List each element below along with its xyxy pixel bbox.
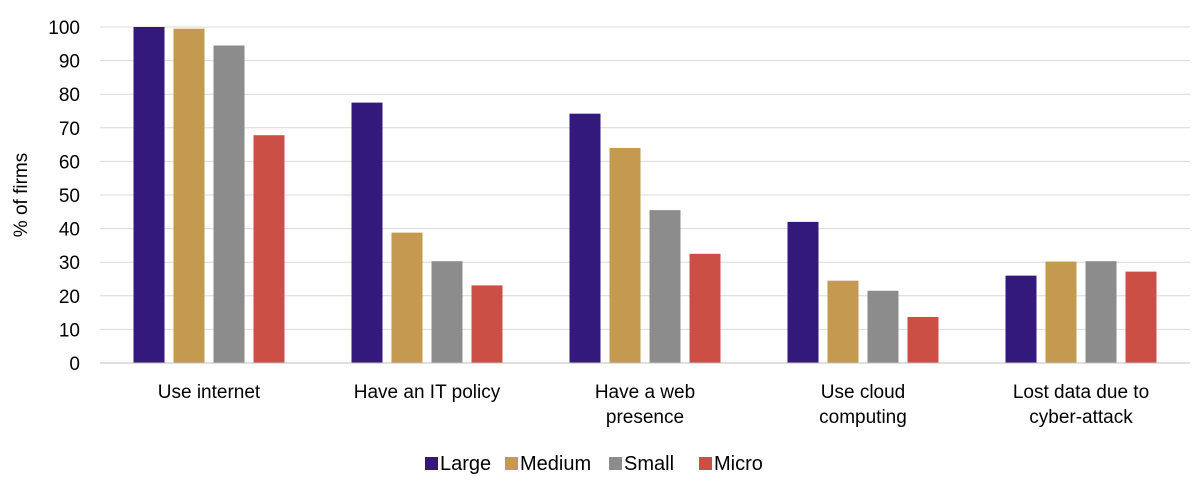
bar-medium	[609, 147, 641, 363]
y-axis-ticks: 0 10 20 30 40 50 60 70 80 90 100	[48, 18, 80, 375]
bar-medium	[391, 232, 423, 363]
bar-micro	[471, 285, 503, 363]
y-tick-label: 50	[59, 186, 80, 207]
category-label: Have a web	[595, 382, 695, 403]
bar-large	[1005, 275, 1037, 363]
y-tick-label: 0	[69, 354, 80, 375]
category-label: presence	[606, 407, 684, 428]
bar-small	[1085, 261, 1117, 363]
y-tick-label: 60	[59, 152, 80, 173]
category-label: Use cloud	[821, 382, 906, 403]
category-label: cyber-attack	[1029, 407, 1133, 428]
legend-label: Large	[440, 453, 491, 475]
category-label: Use internet	[158, 382, 261, 403]
bar-large	[569, 113, 601, 363]
category-labels: Use internet Have an IT policy Have a web p…	[158, 382, 1149, 428]
bar-small	[649, 210, 681, 363]
bar-small	[213, 45, 245, 363]
bar-medium	[173, 28, 205, 364]
legend-swatch	[425, 457, 438, 470]
y-tick-label: 80	[59, 85, 80, 106]
legend-swatch	[699, 457, 712, 470]
legend-swatch	[609, 457, 622, 470]
y-tick-label: 30	[59, 253, 80, 274]
bar-small	[431, 261, 463, 363]
y-tick-label: 90	[59, 52, 80, 73]
legend-label: Medium	[520, 453, 591, 475]
legend-label: Small	[624, 453, 674, 475]
bar-large	[351, 102, 383, 363]
y-tick-label: 40	[59, 220, 80, 241]
bar-small	[867, 290, 899, 363]
y-tick-label: 70	[59, 119, 80, 140]
bars	[133, 27, 1157, 364]
bar-large	[133, 27, 165, 363]
category-label: Lost data due to	[1013, 382, 1149, 403]
bar-micro	[253, 135, 285, 363]
bar-micro	[689, 253, 721, 363]
bar-micro	[907, 316, 939, 363]
category-label: computing	[819, 407, 907, 428]
legend-label: Micro	[714, 453, 763, 475]
bar-medium	[1045, 261, 1077, 363]
legend: Large Medium Small Micro	[425, 453, 763, 475]
bar-large	[787, 221, 819, 363]
y-axis-label: % of firms	[11, 153, 32, 237]
y-tick-label: 100	[48, 18, 80, 39]
bar-medium	[827, 280, 859, 363]
bar-micro	[1125, 271, 1157, 363]
y-tick-label: 20	[59, 287, 80, 308]
y-tick-label: 10	[59, 320, 80, 341]
legend-swatch	[505, 457, 518, 470]
category-label: Have an IT policy	[354, 382, 501, 403]
